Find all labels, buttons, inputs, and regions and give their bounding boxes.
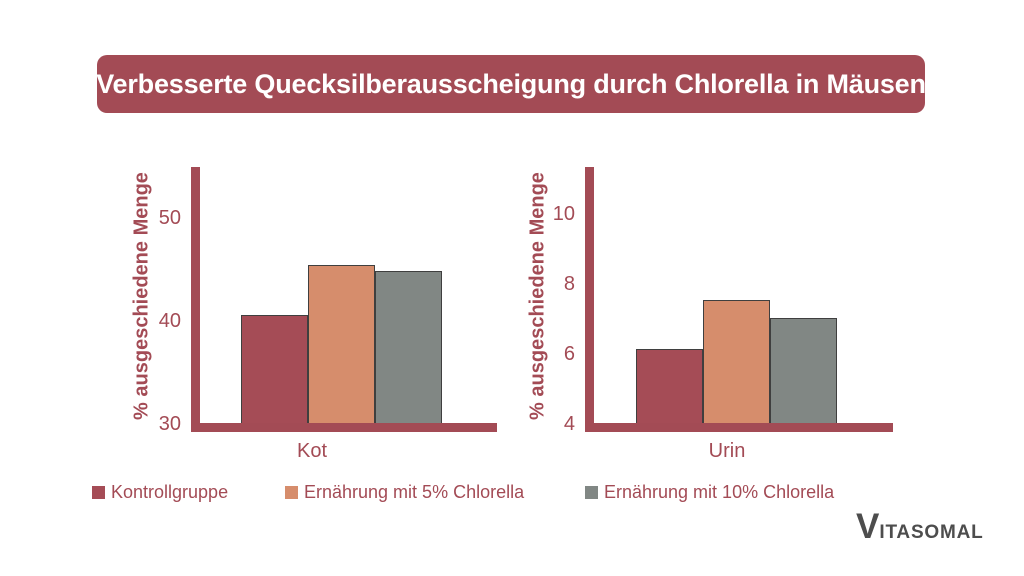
y-tick-label: 10 [552,202,575,225]
y-tick-label: 8 [563,272,575,295]
bar-kot-series-1 [308,265,375,430]
legend-label: Ernährung mit 10% Chlorella [604,482,835,502]
logo-rest: ITASOMAL [879,522,984,543]
legend-item-5-chlorella: Ernährung mit 5% Chlorella [285,482,524,503]
x-axis-line [585,423,893,432]
title-banner: Verbesserte Quecksilberausscheigung durc… [96,55,926,113]
bar-urin-series-2 [770,317,837,430]
y-tick-label: 50 [158,206,181,229]
y-tick-label: 40 [158,309,181,332]
legend-swatch-maroon-icon [92,486,105,499]
legend-item-kontrollgruppe: Kontrollgruppe [92,482,228,503]
x-axis-label-kot: Kot [296,440,328,462]
y-tick-label: 30 [158,413,181,435]
legend-label: Ernährung mit 5% Chlorella [304,482,525,502]
bar-urin-series-1 [703,300,770,430]
y-tick-label: 6 [563,342,575,365]
legend-item-10-chlorella: Ernährung mit 10% Chlorella [585,482,834,503]
legend-swatch-gray-icon [585,486,598,499]
page-title: Verbesserte Quecksilberausscheigung durc… [96,68,926,99]
y-axis-line [191,167,200,432]
chart-legend: Kontrollgruppe Ernährung mit 5% Chlorell… [0,482,1024,506]
legend-swatch-orange-icon [285,486,298,499]
x-axis-line [191,423,497,432]
legend-label: Kontrollgruppe [111,482,229,502]
x-axis-label-urin: Urin [708,440,746,462]
bar-kot-series-0 [241,314,308,430]
y-axis-line [585,167,594,432]
y-tick-label: 4 [563,413,575,435]
bar-urin-series-0 [636,349,703,430]
vitasomal-logo: V ITASOMAL [856,507,984,546]
logo-initial: V [856,507,880,546]
